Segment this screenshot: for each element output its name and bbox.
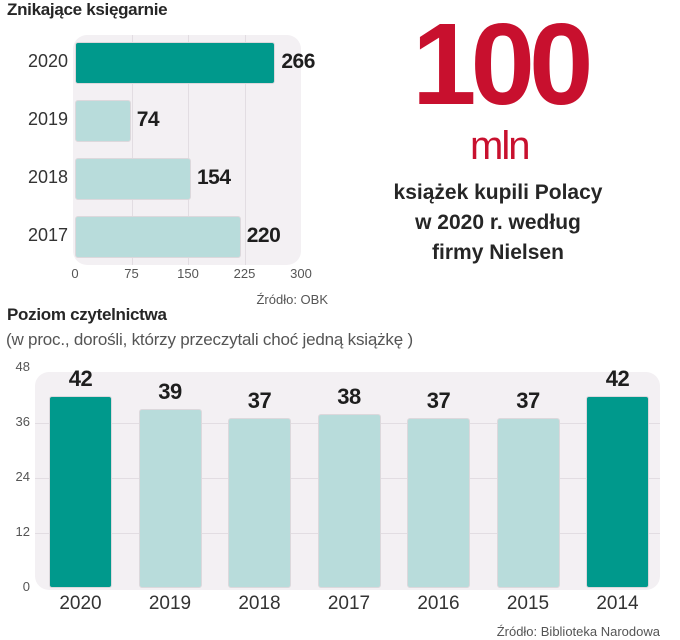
chart2-y-tick-label: 0 (22, 579, 30, 594)
chart2-bar (586, 395, 649, 588)
chart1-bar (75, 42, 276, 84)
chart2-y-tick-label: 24 (15, 469, 30, 484)
chart1-category-label: 2019 (27, 109, 68, 129)
chart2-category-label: 2017 (327, 593, 371, 614)
chart2-value-label: 37 (426, 388, 451, 414)
chart2-value-label: 42 (605, 365, 630, 391)
highlight-unit: mln (470, 124, 530, 168)
chart2-bar (407, 418, 470, 588)
chart1-bar (75, 100, 131, 142)
chart2-category-label: 2020 (59, 593, 102, 614)
chart2-bar (138, 409, 202, 588)
chart1-category-label: 2020 (27, 51, 68, 71)
chart2-category-label: 2014 (596, 593, 639, 614)
chart2-y-tick-label: 12 (15, 524, 30, 539)
chart1-category-label: 2017 (27, 225, 68, 245)
chart1-value-label: 74 (136, 108, 160, 131)
chart1-gridline (244, 35, 246, 265)
highlight-number: 100 (412, 0, 594, 129)
caption-line: firmy Nielsen (432, 241, 564, 264)
caption-line: w 2020 r. według (415, 211, 581, 234)
caption-line: książek kupili Polacy (393, 181, 603, 204)
chart2-value-label: 42 (68, 365, 93, 391)
chart1-x-tick-label: 75 (124, 266, 139, 281)
chart1-gridline (188, 35, 189, 265)
chart2-category-label: 2018 (238, 593, 281, 614)
chart1-value-label: 266 (281, 50, 315, 73)
chart1-value-label: 154 (197, 166, 231, 189)
chart1-bar (75, 158, 191, 200)
chart2-category-label: 2019 (148, 593, 192, 614)
chart2-y-tick-label: 36 (15, 414, 30, 429)
chart2-category-label: 2015 (506, 593, 550, 614)
chart2-bar (228, 418, 291, 588)
chart2-value-label: 37 (516, 388, 540, 414)
chart1-x-tick-label: 300 (290, 266, 312, 281)
chart2-bar (317, 413, 381, 588)
chart2-title: Poziom czytelnictwa (7, 305, 167, 324)
chart2-value-label: 38 (337, 383, 361, 409)
chart1-x-tick-label: 150 (177, 266, 199, 281)
chart2-value-label: 39 (158, 379, 182, 405)
chart2-y-tick-label: 48 (15, 359, 30, 374)
chart1-category-label: 2018 (27, 167, 68, 187)
highlight-caption: książek kupili Polacy w 2020 r. według f… (382, 178, 614, 268)
chart1-value-label: 220 (246, 224, 281, 247)
chart1-x-tick-label: 225 (233, 266, 256, 281)
chart1-title: Znikające księgarnie (7, 0, 168, 19)
chart2-subtitle: (w proc., dorośli, którzy przeczytali ch… (6, 330, 413, 349)
chart2-value-label: 37 (247, 388, 272, 414)
chart2-bar (496, 418, 560, 588)
chart1-gridline (131, 35, 133, 265)
chart2-category-label: 2016 (417, 593, 460, 614)
chart2-bar (49, 395, 112, 588)
chart1-x-tick-label: 0 (71, 266, 79, 281)
chart1-bar (75, 216, 241, 258)
chart2-source: Źródło: Biblioteka Narodowa (496, 624, 660, 639)
chart1-source: Źródło: OBK (256, 292, 328, 307)
